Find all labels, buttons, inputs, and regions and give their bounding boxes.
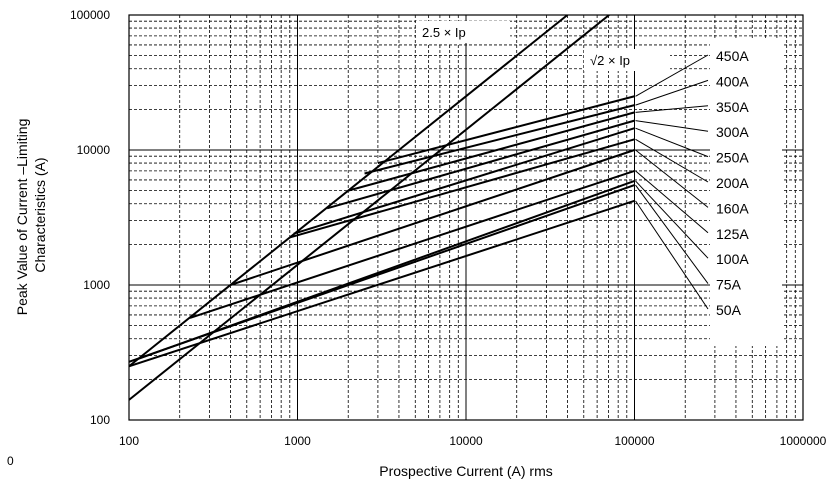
series-lines <box>129 95 635 368</box>
series-line-75A <box>129 184 635 363</box>
rating-label-300A: 300A <box>716 124 749 140</box>
rating-label-160A: 160A <box>716 200 749 216</box>
grid <box>128 15 803 421</box>
reference-label-1: 2.5 × Ip <box>422 25 466 40</box>
rating-label-450A: 450A <box>716 48 749 64</box>
y-tick-label: 100 <box>90 413 110 427</box>
x-axis-title: Prospective Current (A) rms <box>379 463 552 479</box>
rating-label-125A: 125A <box>716 226 749 242</box>
y-tick-label: 10000 <box>77 143 111 157</box>
series-line-250A <box>293 127 635 235</box>
leader-line-300A <box>635 120 709 132</box>
x-tick-label: 100 <box>119 434 139 448</box>
reference-label-box <box>584 49 670 71</box>
rating-label-100A: 100A <box>716 251 749 267</box>
x-tick-label: 1000 <box>284 434 311 448</box>
plot-frame <box>128 14 804 421</box>
series-line-50A <box>129 199 635 368</box>
series-line-300A <box>326 119 635 210</box>
rating-label-200A: 200A <box>716 175 749 191</box>
tick-labels: 100 1000 10000 100000 1000000 100 1000 10000 100… <box>70 8 827 448</box>
rating-label-350A: 350A <box>716 99 749 115</box>
series-line-160A <box>230 149 635 286</box>
x-tick-label: 1000000 <box>780 434 827 448</box>
rating-label-50A: 50A <box>716 302 742 318</box>
y-axis-title: Peak Value of Current –Limiting Characte… <box>14 115 48 316</box>
reference-line-2 <box>129 15 610 401</box>
reference-label-2: √2 × Ip <box>590 53 630 68</box>
leader-line-250A <box>635 127 709 158</box>
legend-box <box>710 40 782 346</box>
leader-line-450A <box>635 54 709 97</box>
series-line-450A <box>377 95 635 165</box>
leader-line-75A <box>635 184 709 284</box>
leader-line-125A <box>635 170 709 234</box>
y-axis-title-line-2: Characteristics (A) <box>32 157 48 272</box>
y-axis-title-line-1: Peak Value of Current –Limiting <box>14 119 30 316</box>
x-tick-label: 100000 <box>614 434 654 448</box>
leader-line-100A <box>635 180 709 259</box>
leader-line-200A <box>635 138 709 183</box>
series-line-400A <box>364 104 635 175</box>
reference-lines: 2.5 × Ip √2 × Ip <box>129 15 670 401</box>
rating-label-400A: 400A <box>716 73 749 89</box>
leader-line-160A <box>635 149 709 208</box>
reference-label-box <box>416 21 510 43</box>
x-tick-label: 10000 <box>449 434 483 448</box>
rating-legend: 450A 400A 350A 300A 250A 200A 160A 125A 100A 75A 5… <box>635 40 782 346</box>
series-line-350A <box>347 111 635 192</box>
leader-line-400A <box>635 79 709 106</box>
plot-border <box>128 14 804 421</box>
y-tick-label: 100000 <box>70 8 110 22</box>
leader-line-350A <box>635 105 709 113</box>
series-line-200A <box>289 138 635 239</box>
rating-label-250A: 250A <box>716 150 749 166</box>
stray-zero-label: 0 <box>7 454 14 468</box>
rating-label-75A: 75A <box>716 277 742 293</box>
y-tick-label: 1000 <box>83 278 110 292</box>
leader-line-50A <box>635 200 709 310</box>
series-line-125A <box>189 169 635 319</box>
